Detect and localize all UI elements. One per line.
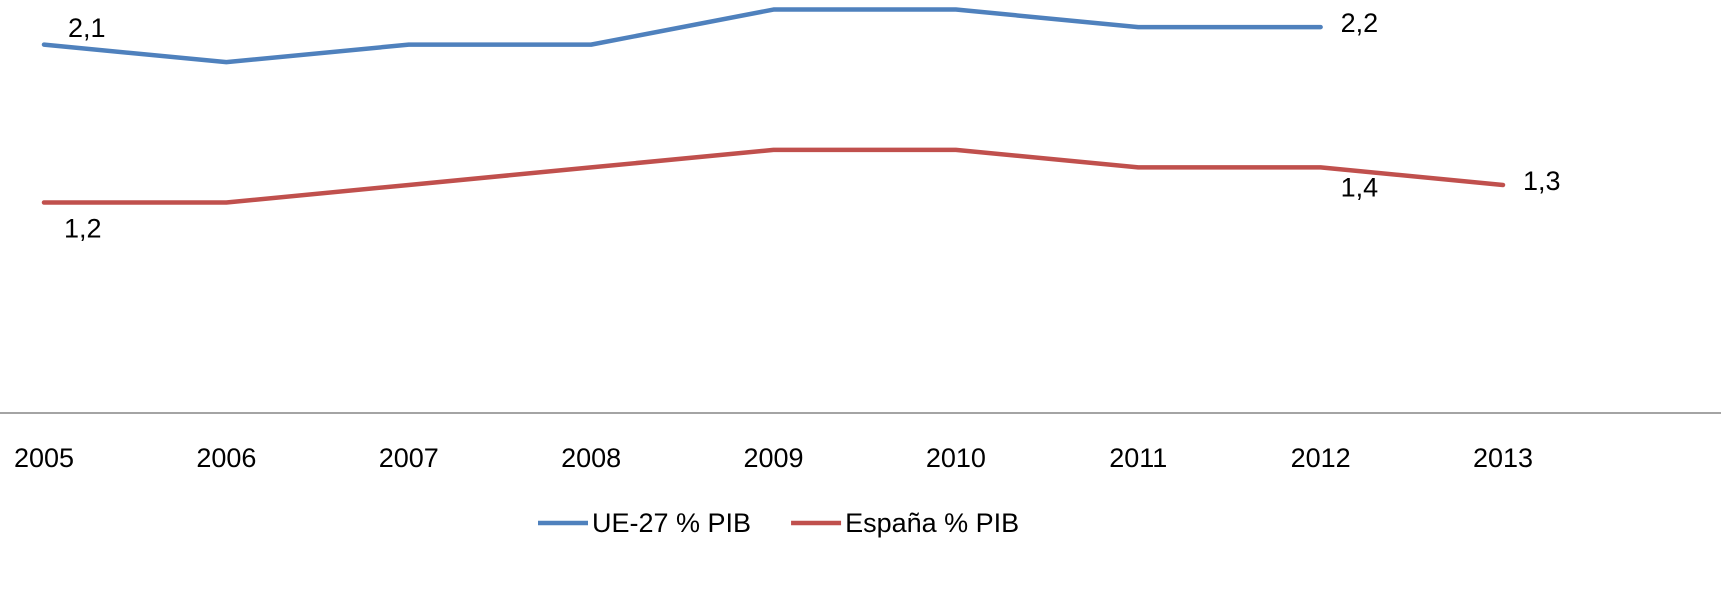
x-tick-label: 2009 [743, 443, 803, 473]
series-line [41, 147, 1506, 205]
x-tick-label: 2006 [196, 443, 256, 473]
legend-label: UE-27 % PIB [592, 508, 751, 538]
legend-label: España % PIB [845, 508, 1019, 538]
x-tick-label: 2010 [926, 443, 986, 473]
data-label: 1,4 [1341, 173, 1379, 203]
data-label: 1,2 [64, 214, 102, 244]
x-tick-label: 2012 [1291, 443, 1351, 473]
x-tick-label: 2007 [379, 443, 439, 473]
x-tick-label: 2011 [1109, 443, 1167, 473]
x-tick-label: 2008 [561, 443, 621, 473]
data-label: 2,1 [68, 13, 106, 43]
x-tick-label: 2013 [1473, 443, 1533, 473]
series-line [41, 7, 1323, 65]
data-label: 1,3 [1523, 166, 1561, 196]
x-tick-label: 2005 [14, 443, 74, 473]
data-label: 2,2 [1341, 8, 1379, 38]
